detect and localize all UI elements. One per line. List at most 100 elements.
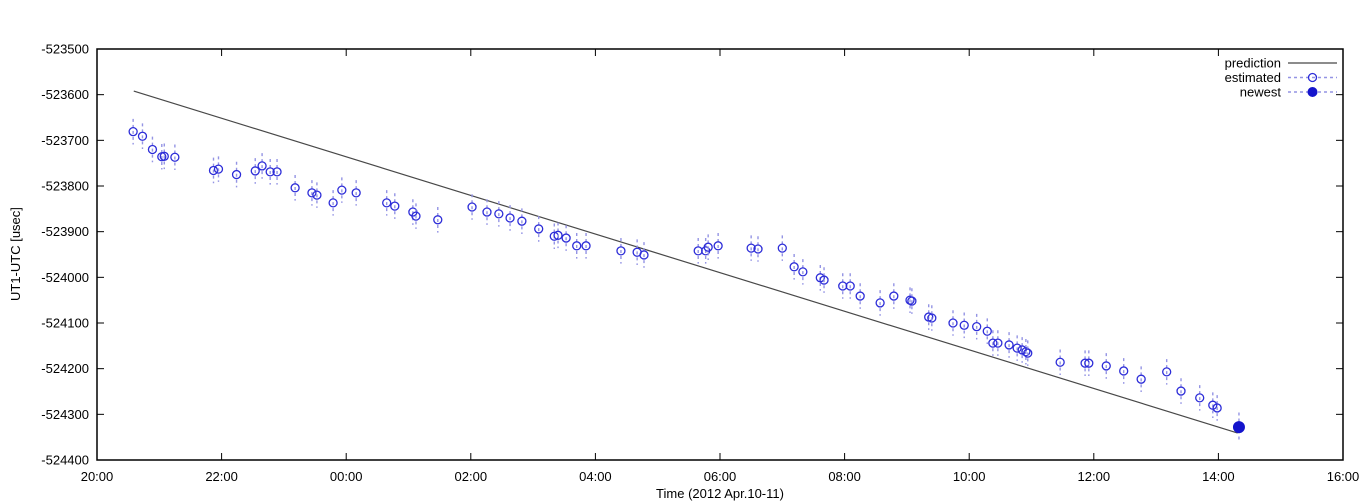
estimated-point: [789, 262, 799, 272]
estimated-point: [561, 233, 571, 243]
y-tick-label: -524200: [41, 361, 89, 376]
y-tick-label: -523500: [41, 42, 89, 57]
estimated-point: [1119, 366, 1129, 376]
x-tick-label: 08:00: [828, 469, 861, 484]
plot-border: [96, 48, 1344, 461]
estimated-point: [265, 167, 275, 177]
estimated-point: [972, 322, 982, 332]
estimated-point: [553, 230, 563, 240]
x-tick-label: 00:00: [330, 469, 363, 484]
estimated-point: [639, 250, 649, 260]
estimated-point: [208, 165, 219, 176]
y-tick-label: -524000: [41, 270, 89, 285]
estimated-point: [746, 243, 756, 253]
estimated-point: [290, 183, 300, 193]
estimated-point: [1055, 357, 1065, 367]
estimated-point: [753, 244, 763, 254]
estimated-point: [1195, 393, 1205, 403]
estimated-point: [351, 188, 361, 198]
estimated-point: [1212, 403, 1222, 413]
prediction-line: [133, 90, 1238, 434]
estimated-point: [170, 152, 180, 162]
estimated-point: [819, 275, 829, 285]
estimated-point: [147, 144, 158, 155]
estimated-point: [948, 318, 958, 328]
x-tick-label: 10:00: [953, 469, 986, 484]
x-tick-label: 06:00: [704, 469, 737, 484]
estimated-point: [534, 224, 544, 234]
estimated-point: [213, 164, 224, 174]
estimated-point: [845, 281, 855, 291]
y-axis-title: UT1-UTC [usec]: [8, 207, 23, 302]
estimated-point: [1012, 343, 1022, 353]
estimated-point: [982, 326, 992, 336]
estimated-point: [993, 338, 1003, 348]
x-tick-label: 02:00: [455, 469, 488, 484]
estimated-point: [137, 131, 148, 141]
estimated-point: [1162, 367, 1172, 377]
estimated-point: [988, 338, 998, 348]
estimated-point: [875, 298, 885, 308]
estimated-point: [517, 216, 527, 226]
estimated-point: [411, 211, 421, 221]
estimated-point: [1021, 347, 1031, 357]
x-axis-title: Time (2012 Apr.10-11): [656, 486, 784, 501]
estimated-point: [307, 188, 317, 198]
y-tick-label: -524400: [41, 453, 89, 468]
estimated-point: [337, 185, 347, 195]
estimated-point: [433, 215, 443, 225]
estimated-point: [257, 161, 267, 171]
newest-point: [1232, 421, 1245, 434]
estimated-point: [159, 151, 169, 161]
legend-label-newest: newest: [1240, 85, 1282, 100]
x-tick-label: 22:00: [205, 469, 238, 484]
estimated-point: [1023, 348, 1033, 358]
estimated-point: [328, 198, 338, 208]
estimated-point: [128, 127, 138, 137]
y-tick-label: -523800: [41, 179, 89, 194]
y-tick-label: -524100: [41, 316, 89, 331]
estimated-point: [959, 320, 969, 330]
estimated-point: [1176, 386, 1186, 396]
estimated-point: [907, 296, 917, 306]
estimated-point: [889, 291, 899, 301]
legend-label-prediction: prediction: [1225, 56, 1281, 71]
x-tick-label: 04:00: [579, 469, 612, 484]
estimated-point: [1136, 374, 1146, 384]
estimated-point: [927, 313, 937, 323]
x-tick-label: 14:00: [1202, 469, 1235, 484]
x-tick-label: 16:00: [1327, 469, 1360, 484]
estimated-point: [713, 241, 723, 251]
estimated-point: [390, 201, 400, 211]
y-tick-label: -523600: [41, 87, 89, 102]
estimated-point: [231, 169, 242, 180]
estimated-point: [777, 243, 787, 253]
estimated-point: [467, 202, 477, 212]
estimated-point: [798, 267, 808, 277]
estimated-point: [312, 190, 322, 200]
legend-filled-circle-icon: [1307, 87, 1318, 97]
estimated-point: [505, 213, 515, 223]
x-tick-label: 12:00: [1078, 469, 1111, 484]
estimated-point: [581, 241, 591, 251]
estimated-point: [382, 198, 392, 208]
estimated-point: [250, 166, 260, 176]
x-tick-label: 20:00: [81, 469, 114, 484]
estimated-point: [494, 209, 504, 219]
y-tick-label: -523700: [41, 133, 89, 148]
legend-open-circle-icon: [1307, 72, 1318, 83]
legend-label-estimated: estimated: [1225, 70, 1281, 85]
estimated-point: [1084, 358, 1094, 368]
estimated-point: [1004, 340, 1014, 350]
estimated-point: [482, 207, 492, 217]
y-tick-label: -524300: [41, 407, 89, 422]
y-tick-label: -523900: [41, 224, 89, 239]
estimated-point: [272, 167, 282, 177]
estimated-point: [572, 241, 582, 251]
estimated-point: [1101, 361, 1111, 371]
estimated-point: [703, 242, 713, 252]
estimated-point: [855, 291, 865, 301]
estimated-point: [616, 246, 626, 256]
